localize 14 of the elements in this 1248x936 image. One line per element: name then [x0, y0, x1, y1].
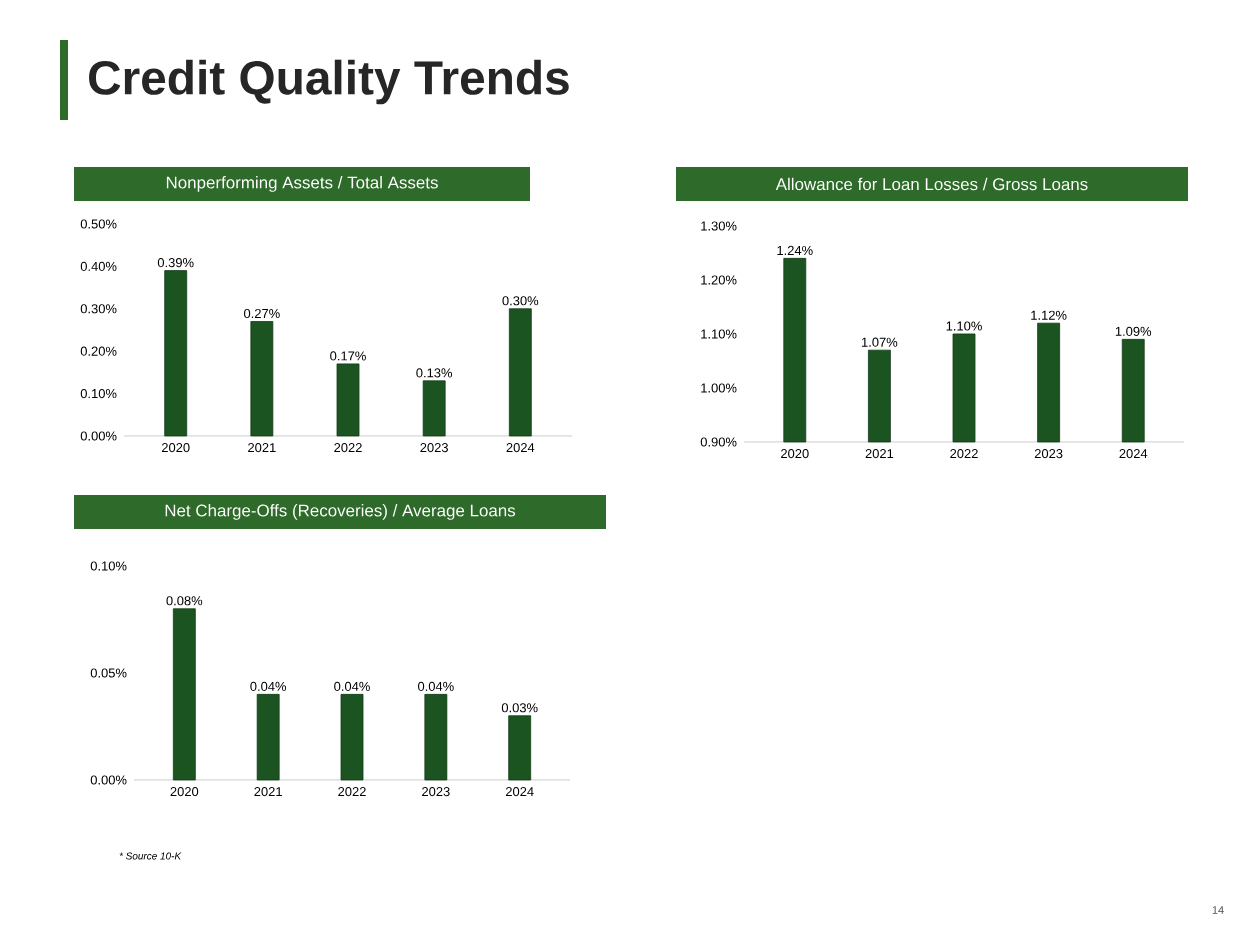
bar — [424, 693, 448, 781]
text: Credit Quality Trends — [89, 59, 569, 105]
bar — [422, 380, 446, 437]
bar — [336, 363, 360, 437]
chart-title: Allowance for Loan Losses / Gross Loans — [775, 177, 1088, 191]
bar — [508, 715, 532, 781]
bar — [164, 270, 188, 437]
chart-title: Nonperforming Assets / Total Assets — [166, 176, 438, 192]
chart-title: Net Charge-Offs (Recoveries) / Average Loans — [165, 504, 516, 520]
bar — [250, 321, 274, 437]
bar — [340, 693, 364, 781]
bar — [508, 308, 532, 437]
bar — [172, 608, 196, 781]
bar — [256, 693, 280, 781]
